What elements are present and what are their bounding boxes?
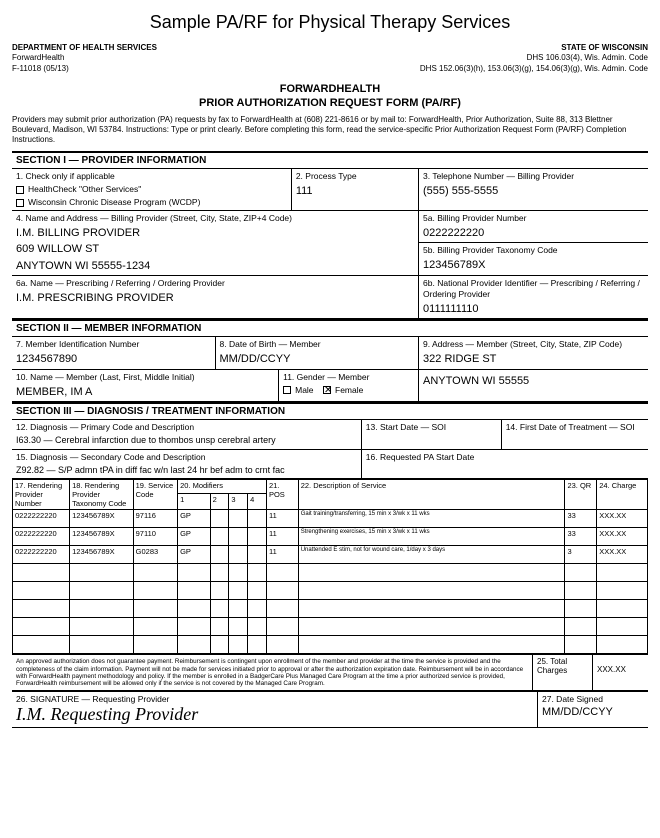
- dob-label: 8. Date of Birth — Member: [220, 339, 415, 350]
- m2: 2: [210, 494, 229, 510]
- table-row: [13, 582, 648, 600]
- start-label: 13. Start Date — SOI: [366, 422, 497, 433]
- dx2-val: Z92.82 — S/P admn tPA in diff fac w/n la…: [16, 465, 357, 477]
- req-label: 16. Requested PA Start Date: [366, 452, 644, 463]
- dx1-val: I63.30 — Cerebral infarction due to thom…: [16, 435, 357, 447]
- checkbox-female[interactable]: [323, 386, 331, 394]
- npi-label: 6b. National Provider Identifier — Presc…: [423, 278, 644, 300]
- check-label: 1. Check only if applicable: [16, 171, 287, 182]
- h20: 20. Modifiers: [178, 480, 267, 494]
- dept-label: DEPARTMENT OF HEALTH SERVICES: [12, 43, 157, 53]
- signature-row: 26. SIGNATURE — Requesting Provider I.M.…: [12, 692, 648, 728]
- table-row: 0222222220123456789X97110GP11Strengtheni…: [13, 528, 648, 546]
- m3: 3: [229, 494, 248, 510]
- addr-l1: I.M. BILLING PROVIDER: [16, 226, 414, 240]
- h18: 18. Rendering Provider Taxonomy Code: [70, 480, 134, 510]
- dx1-label: 12. Diagnosis — Primary Code and Descrip…: [16, 422, 357, 433]
- male-label: Male: [295, 385, 313, 395]
- gender-label: 11. Gender — Member: [283, 372, 414, 383]
- h19: 19. Service Code: [133, 480, 177, 510]
- state-label: STATE OF WISCONSIN: [420, 43, 648, 53]
- signature: I.M. Requesting Provider: [16, 704, 533, 725]
- table-row: [13, 600, 648, 618]
- mname-val: MEMBER, IM A: [16, 385, 274, 399]
- checkbox-male[interactable]: [283, 386, 291, 394]
- first-label: 14. First Date of Treatment — SOI: [506, 422, 644, 433]
- m1: 1: [178, 494, 210, 510]
- tot-label: 25. Total Charges: [537, 657, 588, 675]
- m4: 4: [248, 494, 267, 510]
- date-label: 27. Date Signed: [542, 694, 644, 704]
- tot-val: XXX.XX: [597, 665, 644, 674]
- date-val: MM/DD/CCYY: [542, 706, 644, 718]
- checkbox-wcdp[interactable]: [16, 199, 24, 207]
- addr-label: 4. Name and Address — Billing Provider (…: [16, 213, 414, 224]
- addr-l3: ANYTOWN WI 55555-1234: [16, 259, 414, 273]
- checkbox-healthcheck[interactable]: [16, 186, 24, 194]
- table-row: [13, 636, 648, 654]
- presc-label: 6a. Name — Prescribing / Referring / Ord…: [16, 278, 414, 289]
- h23: 23. QR: [565, 480, 597, 510]
- footer-block: An approved authorization does not guara…: [12, 654, 648, 692]
- section1-title: SECTION I — PROVIDER INFORMATION: [12, 151, 648, 169]
- section2-title: SECTION II — MEMBER INFORMATION: [12, 319, 648, 337]
- disclaimer: An approved authorization does not guara…: [12, 655, 533, 690]
- presc-val: I.M. PRESCRIBING PROVIDER: [16, 291, 414, 305]
- tel-label: 3. Telephone Number — Billing Provider: [423, 171, 644, 182]
- tax-val: 123456789X: [423, 258, 644, 272]
- tel-val: (555) 555-5555: [423, 184, 644, 198]
- mid-val: 1234567890: [16, 352, 211, 366]
- table-row: 0222222220123456789XG0283GP11Unattended …: [13, 546, 648, 564]
- header: DEPARTMENT OF HEALTH SERVICES ForwardHea…: [12, 43, 648, 74]
- tax-label: 5b. Billing Provider Taxonomy Code: [423, 245, 644, 256]
- proc-val: 111: [296, 184, 414, 198]
- code2: DHS 152.06(3)(h), 153.06(3)(g), 154.06(3…: [420, 64, 648, 74]
- npi-val: 0111111110: [423, 302, 644, 316]
- table-row: [13, 618, 648, 636]
- table-row: 0222222220123456789X97116GP11Gait traini…: [13, 510, 648, 528]
- opt1: HealthCheck "Other Services": [28, 184, 141, 194]
- section3-title: SECTION III — DIAGNOSIS / TREATMENT INFO…: [12, 402, 648, 420]
- h22: 22. Description of Service: [298, 480, 565, 510]
- mname-label: 10. Name — Member (Last, First, Middle I…: [16, 372, 274, 383]
- h24: 24. Charge: [597, 480, 648, 510]
- code1: DHS 106.03(4), Wis. Admin. Code: [420, 53, 648, 63]
- dx2-label: 15. Diagnosis — Secondary Code and Descr…: [16, 452, 357, 463]
- fh-label: ForwardHealth: [12, 53, 157, 63]
- intro-text: Providers may submit prior authorization…: [12, 115, 648, 145]
- maddr-l2: ANYTOWN WI 55555: [423, 374, 644, 388]
- proc-label: 2. Process Type: [296, 171, 414, 182]
- form-heading: FORWARDHEALTH PRIOR AUTHORIZATION REQUES…: [12, 82, 648, 111]
- addr-l2: 609 WILLOW ST: [16, 242, 414, 256]
- maddr-label: 9. Address — Member (Street, City, State…: [423, 339, 644, 350]
- service-table: 17. Rendering Provider Number 18. Render…: [12, 479, 648, 654]
- bpn-val: 0222222220: [423, 226, 644, 240]
- female-label: Female: [335, 385, 363, 395]
- h21: 21. POS: [266, 480, 298, 510]
- opt2: Wisconsin Chronic Disease Program (WCDP): [28, 197, 200, 207]
- form-no: F-11018 (05/13): [12, 64, 157, 74]
- sig-label: 26. SIGNATURE — Requesting Provider: [16, 694, 533, 704]
- h17: 17. Rendering Provider Number: [13, 480, 70, 510]
- bpn-label: 5a. Billing Provider Number: [423, 213, 644, 224]
- mid-label: 7. Member Identification Number: [16, 339, 211, 350]
- page-title: Sample PA/RF for Physical Therapy Servic…: [12, 12, 648, 33]
- table-row: [13, 564, 648, 582]
- maddr-l1: 322 RIDGE ST: [423, 352, 644, 366]
- dob-val: MM/DD/CCYY: [220, 352, 415, 366]
